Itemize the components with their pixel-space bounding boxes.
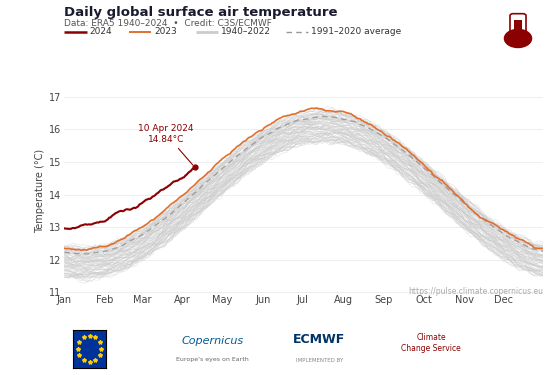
Text: 10 Apr 2024
14.84°C: 10 Apr 2024 14.84°C (138, 124, 193, 165)
FancyBboxPatch shape (510, 13, 526, 40)
Text: Climate
Change Service: Climate Change Service (402, 333, 461, 353)
Text: 2024: 2024 (90, 27, 112, 36)
Text: 2023: 2023 (154, 27, 177, 36)
Circle shape (505, 29, 531, 48)
Bar (514, 20, 522, 39)
Text: IMPLEMENTED BY: IMPLEMENTED BY (296, 357, 343, 363)
Text: Data: ERA5 1940–2024  •  Credit: C3S/ECMWF: Data: ERA5 1940–2024 • Credit: C3S/ECMWF (64, 18, 272, 27)
Text: Copernicus: Copernicus (182, 336, 244, 346)
Text: ECMWF: ECMWF (293, 333, 346, 346)
Text: Daily global surface air temperature: Daily global surface air temperature (64, 6, 338, 19)
Text: Europe's eyes on Earth: Europe's eyes on Earth (176, 357, 249, 363)
Text: https://pulse.climate.copernicus.eu: https://pulse.climate.copernicus.eu (408, 287, 543, 296)
Text: 1940–2022: 1940–2022 (221, 27, 271, 36)
Y-axis label: Temperature (°C): Temperature (°C) (35, 149, 45, 233)
Text: 1991–2020 average: 1991–2020 average (311, 27, 401, 36)
